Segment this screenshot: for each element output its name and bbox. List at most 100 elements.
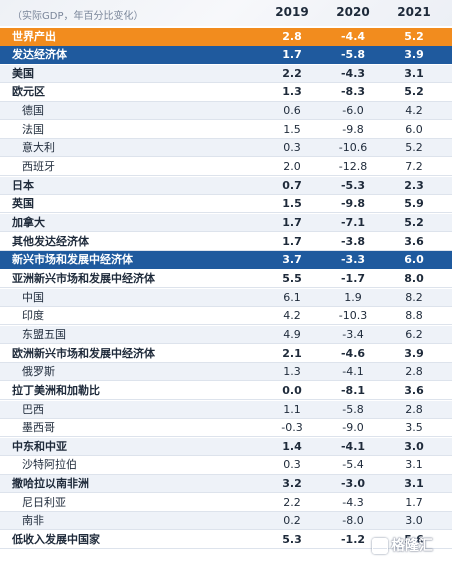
- table-row: 尼日利亚 2.2 -4.3 1.7: [0, 494, 452, 512]
- value-2021: 3.0: [405, 514, 423, 528]
- table-row: 法国 1.5 -9.8 6.0: [0, 121, 452, 139]
- table-row: 西班牙 2.0 -12.8 7.2: [0, 158, 452, 177]
- value-2021: 5.2: [404, 216, 424, 229]
- table-row: 印度 4.2 -10.3 8.8: [0, 307, 452, 326]
- value-2021: 5.2: [404, 29, 424, 43]
- row-label: 加拿大: [12, 216, 45, 229]
- value-2019: 1.3: [283, 365, 301, 379]
- row-label: 低收入发展中国家: [12, 533, 100, 547]
- value-2019: 0.3: [283, 141, 301, 155]
- value-2020: -5.8: [342, 402, 364, 416]
- value-2020: -5.8: [340, 48, 366, 62]
- value-2021: 3.1: [405, 458, 423, 472]
- value-2021: 3.9: [404, 48, 424, 62]
- value-2019: 4.9: [283, 327, 301, 341]
- value-2021: 3.1: [404, 477, 424, 491]
- row-label: 意大利: [22, 141, 55, 155]
- row-label: 尼日利亚: [22, 495, 66, 509]
- value-2021: 3.1: [404, 66, 424, 80]
- units-note: （实际GDP，年百分比变化）: [12, 11, 144, 22]
- table-row: 英国 1.5 -9.8 5.9: [0, 195, 452, 214]
- value-2019: 5.5: [282, 271, 302, 285]
- value-2020: -4.6: [340, 346, 366, 360]
- value-2021: 8.0: [404, 271, 424, 285]
- row-label: 撒哈拉以南非洲: [12, 477, 89, 491]
- value-2021: 8.8: [405, 309, 423, 323]
- table-row: 世界产出 2.8 -4.4 5.2: [0, 27, 452, 46]
- table-row: 意大利 0.3 -10.6 5.2: [0, 139, 452, 158]
- value-2019: 1.7: [282, 48, 302, 62]
- value-2020: -8.3: [340, 85, 366, 99]
- value-2019: 1.7: [282, 216, 302, 229]
- table-row: 欧元区 1.3 -8.3 5.2: [0, 83, 452, 102]
- value-2020: -1.2: [340, 533, 366, 547]
- value-2021: 6.0: [405, 122, 423, 136]
- row-label: 欧元区: [12, 85, 45, 99]
- table-row: 中国 6.1 1.9 8.2: [0, 288, 452, 307]
- value-2020: -12.8: [338, 160, 368, 174]
- row-label: 世界产出: [12, 29, 56, 43]
- table-row: 低收入发展中国家 5.3 -1.2 5.6: [0, 531, 452, 550]
- value-2021: 3.9: [404, 346, 424, 360]
- value-2019: 1.5: [282, 197, 302, 211]
- row-label: 沙特阿拉伯: [22, 458, 77, 472]
- row-label: 墨西哥: [22, 421, 55, 435]
- watermark: 格隆汇: [372, 535, 433, 555]
- value-2020: -8.0: [342, 514, 364, 528]
- year-header-2020: 2020: [336, 5, 370, 19]
- value-2019: 0.2: [283, 514, 301, 528]
- value-2020: -9.0: [342, 421, 364, 435]
- value-2021: 7.2: [405, 160, 423, 174]
- row-label: 西班牙: [22, 160, 55, 174]
- value-2019: 2.8: [282, 29, 302, 43]
- row-label: 东盟五国: [22, 327, 66, 341]
- value-2020: -4.4: [340, 29, 366, 43]
- value-2021: 6.2: [405, 327, 423, 341]
- value-2020: -1.7: [340, 271, 366, 285]
- year-header-2019: 2019: [275, 5, 309, 19]
- table-row: 加拿大 1.7 -7.1 5.2: [0, 214, 452, 233]
- row-label: 发达经济体: [12, 48, 67, 62]
- value-2020: -4.1: [342, 365, 364, 379]
- value-2021: 5.2: [405, 141, 423, 155]
- value-2019: 1.4: [282, 439, 302, 453]
- table-row: 拉丁美洲和加勒比 0.0 -8.1 3.6: [0, 382, 452, 400]
- row-label: 巴西: [22, 402, 44, 416]
- table-row: 俄罗斯 1.3 -4.1 2.8: [0, 363, 452, 382]
- table-row: 美国 2.2 -4.3 3.1: [0, 64, 452, 83]
- value-2019: 2.2: [283, 495, 301, 509]
- value-2020: -5.3: [340, 178, 366, 192]
- row-label: 新兴市场和发展中经济体: [12, 253, 133, 267]
- watermark-text: 格隆汇: [391, 538, 433, 554]
- value-2019: 0.6: [283, 104, 301, 118]
- value-2019: 2.0: [283, 160, 301, 174]
- value-2020: -4.3: [342, 495, 364, 509]
- value-2021: 2.8: [405, 365, 423, 379]
- row-label: 日本: [12, 178, 34, 192]
- value-2021: 3.0: [404, 439, 424, 453]
- value-2020: -6.0: [342, 104, 364, 118]
- table-row: 墨西哥 -0.3 -9.0 3.5: [0, 419, 452, 438]
- table-row: 沙特阿拉伯 0.3 -5.4 3.1: [0, 456, 452, 475]
- value-2021: 2.8: [405, 402, 423, 416]
- value-2021: 5.6: [404, 533, 424, 547]
- value-2020: -3.3: [340, 253, 366, 267]
- value-2019: 3.7: [282, 253, 302, 267]
- row-label: 亚洲新兴市场和发展中经济体: [12, 271, 155, 285]
- value-2019: 4.2: [283, 309, 301, 323]
- watermark-logo-icon: [372, 538, 388, 554]
- table-row: 发达经济体 1.7 -5.8 3.9: [0, 46, 452, 65]
- table-row: 德国 0.6 -6.0 4.2: [0, 102, 452, 121]
- value-2019: 1.3: [282, 85, 302, 99]
- value-2020: -3.4: [342, 327, 364, 341]
- table-row: 中东和中亚 1.4 -4.1 3.0: [0, 437, 452, 456]
- value-2020: -10.6: [338, 141, 368, 155]
- value-2021: 6.0: [404, 253, 424, 267]
- value-2019: 6.1: [283, 290, 301, 304]
- value-2021: 5.2: [404, 85, 424, 99]
- value-2020: -3.0: [340, 477, 366, 491]
- table-row: 南非 0.2 -8.0 3.0: [0, 512, 452, 531]
- row-label: 中东和中亚: [12, 439, 67, 453]
- value-2020: -4.3: [340, 66, 366, 80]
- value-2019: -0.3: [281, 421, 303, 435]
